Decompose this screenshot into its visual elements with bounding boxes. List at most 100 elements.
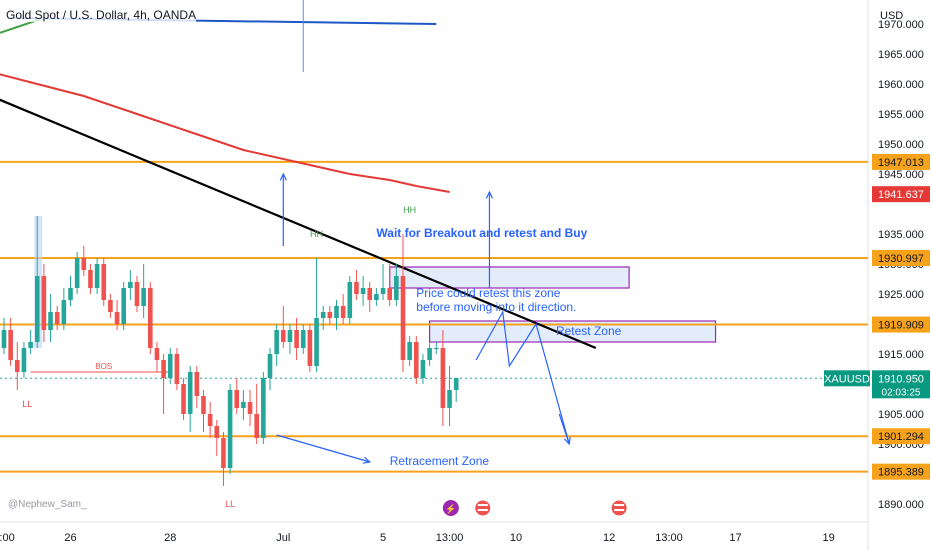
candle-body: [28, 342, 33, 348]
candle-body: [101, 264, 107, 300]
retest-note-line1: Price could retest this zone: [416, 286, 560, 300]
y-tick-label: 1965.000: [878, 49, 924, 61]
hh-label: HH: [403, 205, 416, 215]
candle-body: [334, 306, 339, 318]
ema-price-label-bg: [872, 186, 930, 203]
candle-body: [227, 390, 233, 468]
candle-body: [287, 330, 293, 342]
candle-body: [141, 288, 146, 306]
last-price-box: [872, 370, 930, 399]
candle-body: [94, 264, 100, 288]
candle-body: [121, 288, 126, 324]
y-tick-label: 1925.000: [878, 289, 924, 301]
x-tick-label: 12: [603, 532, 615, 544]
symbol-title: Gold Spot / U.S. Dollar, 4h, OANDA: [6, 8, 197, 22]
x-tick-label: 10: [510, 532, 522, 544]
candle-body: [387, 288, 392, 300]
plot-area: [0, 0, 868, 522]
level-price-label-bg: [872, 250, 930, 267]
candle-body: [440, 348, 446, 408]
candle-body: [174, 354, 180, 384]
candle-body: [88, 270, 93, 288]
projection-path: [475, 310, 570, 445]
retest-zone-label: Retest Zone: [556, 324, 622, 338]
candle-body: [294, 330, 299, 348]
candle-body: [15, 360, 20, 372]
level-price-label-bg: [872, 428, 930, 445]
candle-body: [1, 330, 7, 348]
x-tick-label: 28: [164, 532, 176, 544]
candle-body: [61, 300, 67, 324]
candle-body: [447, 390, 452, 408]
candle-body: [201, 396, 206, 414]
candle-body: [360, 288, 366, 294]
candle-body: [34, 276, 40, 342]
y-tick-label: 1890.000: [878, 499, 924, 511]
candle-body: [68, 288, 73, 300]
retracement-arrow-head: [362, 456, 372, 464]
candle-body: [154, 348, 160, 360]
candle-body: [81, 258, 87, 270]
projection-arrow: [558, 413, 570, 445]
y-tick-label: 1960.000: [878, 79, 924, 91]
y-tick-label: 1945.000: [878, 169, 924, 181]
us-flag-event-icon-stripe: [477, 504, 488, 506]
ema-line: [0, 73, 450, 193]
level-price-label: 1930.997: [878, 253, 924, 265]
candle-body: [194, 372, 200, 396]
candle-body: [21, 348, 27, 372]
candle-body: [394, 276, 399, 300]
candle-body: [407, 342, 412, 360]
ll-label: LL: [22, 399, 32, 409]
candle-body: [167, 354, 173, 378]
hh-label: HH: [310, 229, 323, 239]
candle-body: [108, 300, 113, 312]
x-tick-label: 13:00: [655, 532, 683, 544]
ema-price-label: 1941.637: [878, 189, 924, 201]
candle-body: [48, 312, 53, 330]
us-flag-event-icon-stripe: [614, 509, 625, 511]
us-flag-event-icon: [474, 499, 492, 517]
candle-body: [427, 348, 432, 360]
x-tick-label: 13:00: [436, 532, 464, 544]
level-price-label: 1947.013: [878, 157, 924, 169]
lightning-event-icon: [442, 500, 459, 516]
candle-body: [367, 288, 373, 300]
retracement-label: Retracement Zone: [390, 454, 490, 468]
bar-countdown: 02:03:25: [882, 387, 921, 398]
candle-body: [8, 330, 13, 360]
candle-body: [300, 330, 306, 348]
x-tick-label: 17: [729, 532, 741, 544]
y-tick-label: 1955.000: [878, 109, 924, 121]
candle-body: [148, 288, 153, 348]
candle-body: [128, 282, 133, 288]
candle-body: [267, 354, 273, 378]
x-tick-label: 19: [822, 532, 834, 544]
candle-body: [414, 342, 419, 378]
candle-body: [74, 258, 80, 288]
bos-label: BOS: [95, 362, 112, 371]
currency-label: USD: [880, 10, 904, 22]
us-flag-event-icon-stripe: [477, 509, 488, 511]
us-flag-event-icon: [610, 499, 628, 517]
last-price-value: 1910.950: [878, 373, 924, 385]
x-tick-label: 26: [64, 532, 76, 544]
x-tick-label: 3:00: [0, 532, 15, 544]
level-price-label: 1901.294: [878, 431, 924, 443]
level-price-label-bg: [872, 463, 930, 480]
candle-body: [187, 372, 193, 414]
level-price-label: 1895.389: [878, 467, 924, 479]
us-flag-event-icon-stripe: [614, 504, 625, 506]
candle-body: [354, 282, 359, 294]
candle-body: [221, 438, 226, 468]
candle-body: [281, 330, 286, 342]
zone-box: [429, 320, 717, 343]
descending-trendline: [0, 98, 597, 350]
up-arrow-right-head: [485, 190, 494, 199]
x-tick-label: 5: [380, 532, 386, 544]
up-arrow-left-head: [279, 172, 287, 181]
level-price-label-bg: [872, 153, 930, 170]
y-tick-label: 1905.000: [878, 409, 924, 421]
candle-body: [274, 330, 279, 354]
